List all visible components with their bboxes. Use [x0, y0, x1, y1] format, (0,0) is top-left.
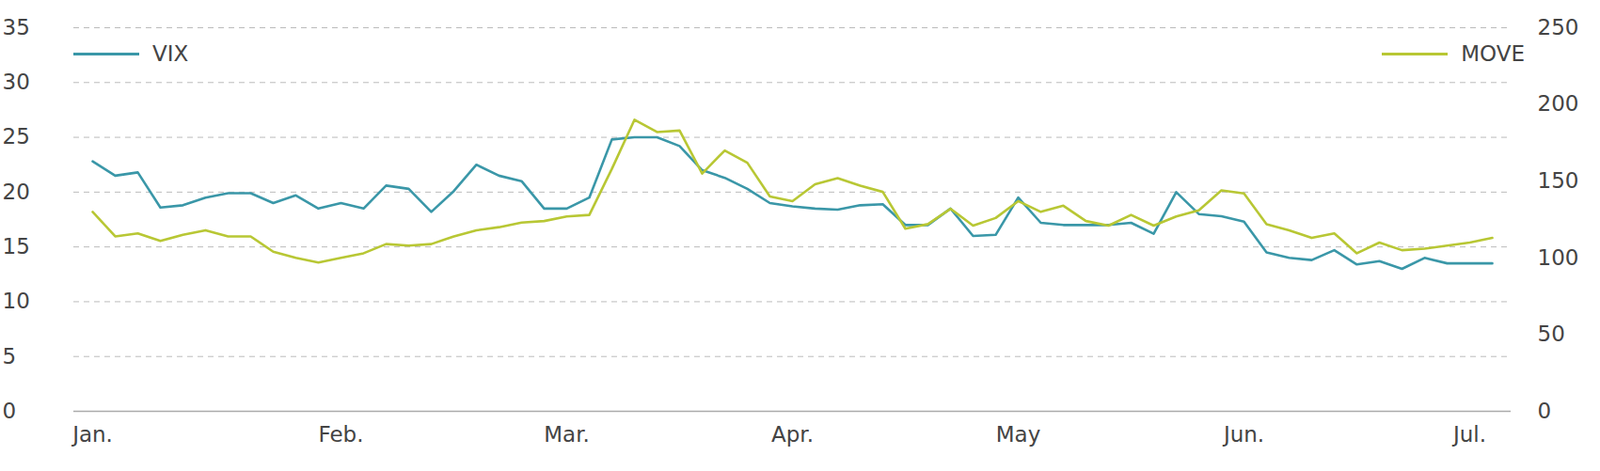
svg-text:0: 0 — [1537, 398, 1553, 424]
svg-text:5: 5 — [2, 344, 17, 369]
svg-text:Mar.: Mar. — [543, 422, 590, 447]
svg-text:150: 150 — [1537, 168, 1580, 193]
svg-text:Jan.: Jan. — [70, 422, 113, 447]
svg-text:250: 250 — [1537, 15, 1580, 40]
svg-text:30: 30 — [2, 69, 31, 95]
svg-text:25: 25 — [2, 124, 31, 149]
svg-text:Feb.: Feb. — [317, 422, 364, 447]
html-text:VIX: VIX — [152, 41, 189, 66]
svg-text:Jun.: Jun. — [1221, 422, 1265, 447]
svg-text:0: 0 — [2, 398, 17, 424]
svg-text:50: 50 — [1537, 321, 1566, 347]
svg-text:100: 100 — [1537, 245, 1580, 270]
html-text:MOVE: MOVE — [1460, 41, 1525, 66]
svg-text:20: 20 — [2, 179, 31, 205]
svg-text:200: 200 — [1537, 91, 1580, 116]
svg-text:Apr.: Apr. — [771, 422, 814, 447]
svg-text:May: May — [996, 422, 1042, 447]
svg-text:10: 10 — [2, 288, 31, 314]
svg-text:15: 15 — [2, 234, 31, 259]
svg-text:Jul.: Jul. — [1451, 422, 1487, 447]
svg-text:35: 35 — [2, 15, 31, 40]
